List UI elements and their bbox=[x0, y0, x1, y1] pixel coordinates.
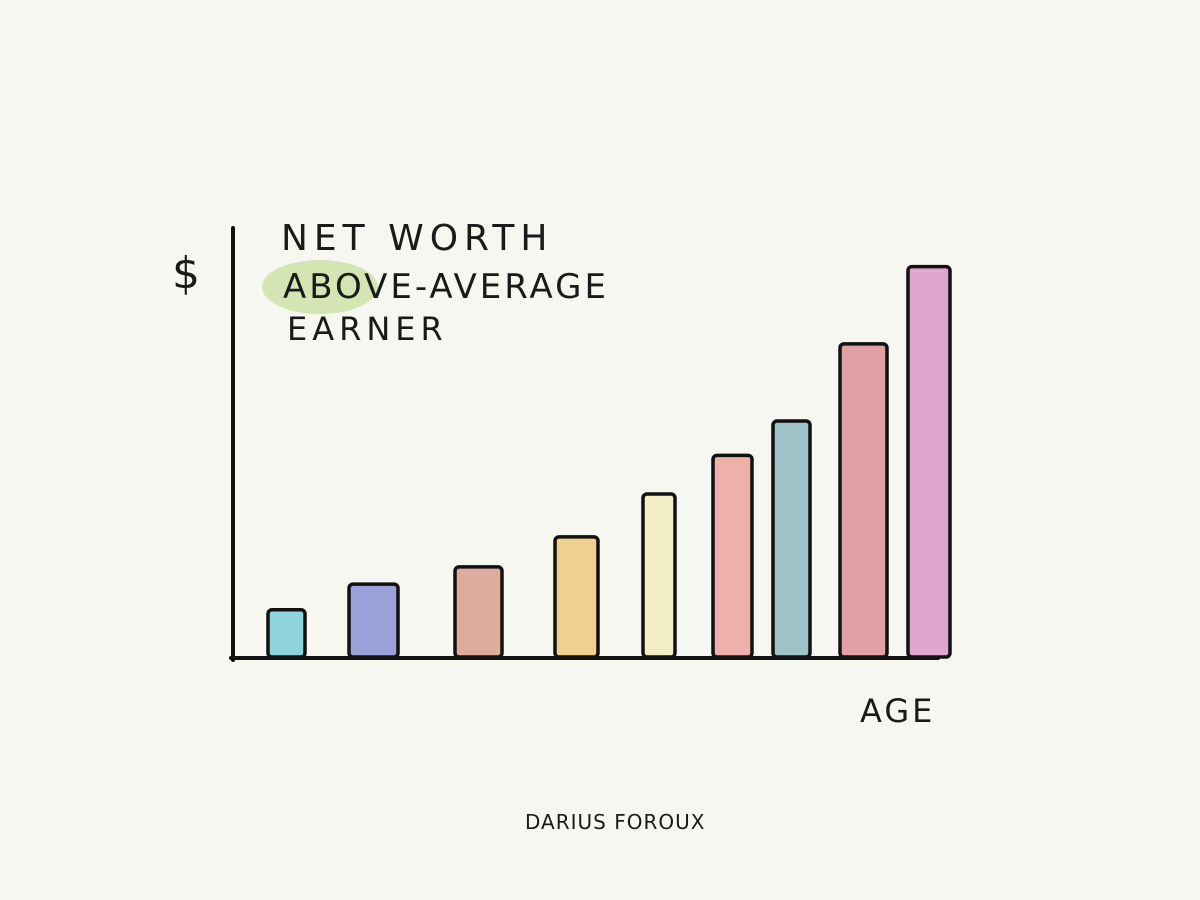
bars-group bbox=[266, 264, 952, 659]
legend-highlighted-word: ABOVE bbox=[283, 267, 415, 307]
signature: DARIUS FOROUX bbox=[525, 810, 705, 834]
bar-9 bbox=[906, 264, 952, 659]
legend-highlight bbox=[262, 260, 378, 314]
x-axis-label: AGE bbox=[860, 692, 935, 730]
legend-line-2: EARNER bbox=[287, 310, 448, 348]
y-axis-label: $ bbox=[172, 248, 200, 299]
bar-7 bbox=[771, 419, 812, 659]
chart-title: NET WORTH bbox=[281, 218, 554, 259]
legend-rest: -AVERAGE bbox=[415, 267, 609, 307]
bar-2 bbox=[347, 582, 400, 659]
bar-4 bbox=[553, 535, 600, 659]
bar-6 bbox=[711, 453, 754, 659]
legend-line-1: ABOVE-AVERAGE bbox=[283, 267, 609, 307]
bar-3 bbox=[453, 565, 504, 659]
bar-8 bbox=[838, 342, 889, 659]
bar-5 bbox=[641, 492, 677, 659]
bar-1 bbox=[266, 608, 307, 659]
